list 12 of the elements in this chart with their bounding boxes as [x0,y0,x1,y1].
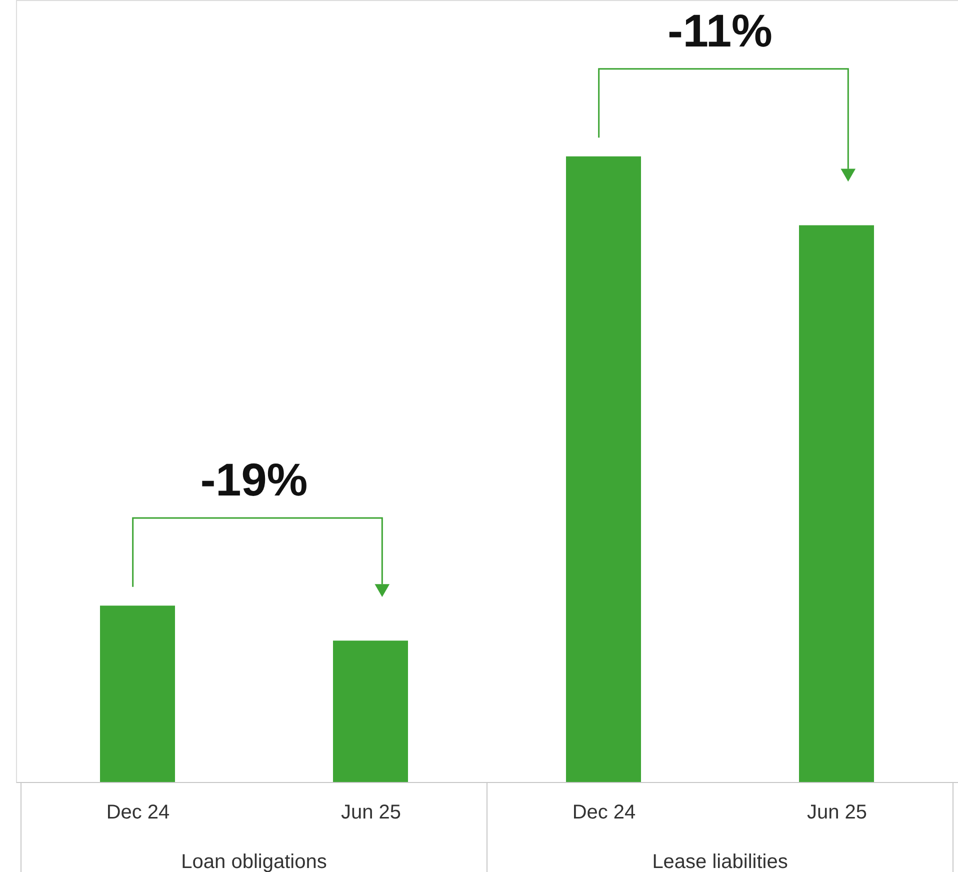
text: -11% [668,4,772,56]
bar [566,156,641,782]
bar [799,225,874,782]
x-tick-label: Jun 25 [340,802,402,824]
x-tick-label: Jun 25 [806,802,868,824]
annotation: -19% [200,453,308,506]
x-tick-label: Dec 24 [572,802,636,824]
bar [333,640,408,782]
text: Loan obligations [181,851,327,872]
bar [100,606,175,782]
x-tick-label: Dec 24 [106,802,170,824]
text: Lease liabilities [652,851,788,872]
